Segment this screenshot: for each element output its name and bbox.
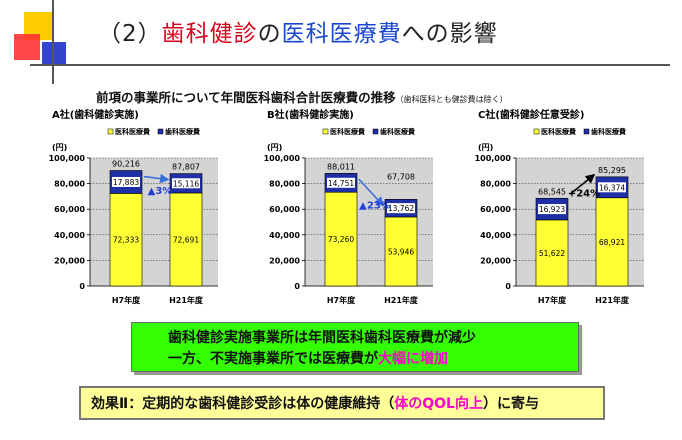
y-tick-label: 60,000 <box>269 205 300 214</box>
total-label-0: 68,545 <box>538 187 566 196</box>
y-axis-unit: (円) <box>52 143 67 152</box>
segment-label-medical-1: 68,921 <box>599 238 625 247</box>
x-tick-label-1: H21年度 <box>384 295 419 305</box>
legend-swatch-medical <box>107 128 114 135</box>
y-tick-label: 100,000 <box>475 154 512 163</box>
y-tick-label: 100,000 <box>264 154 301 163</box>
decor-square-blue <box>42 42 66 66</box>
segment-label-bg-0 <box>538 204 566 215</box>
legend-label-medical: 医科医療費 <box>115 127 150 136</box>
legend-swatch-medical <box>533 128 540 135</box>
segment-label-dental-0: 14,751 <box>328 179 354 188</box>
segment-label-bg-0 <box>327 177 355 188</box>
segment-label-dental-1: 13,762 <box>388 204 414 213</box>
segment-label-bg-0 <box>112 176 140 187</box>
chart-b-svg: B社(歯科健診実施) 医科医療費 歯科医療費 (円) 0 20,000 40,000 60,0… <box>264 108 433 305</box>
decor-vertical-line <box>52 0 54 84</box>
y-tick-label: 80,000 <box>54 180 85 189</box>
segment-label-bg-1 <box>387 203 415 214</box>
page-title: （2）歯科健診の医科医療費への影響 <box>98 21 498 47</box>
summary-box-green: 歯科健診実施事業所は年間医科歯科医療費が減少 一方、不実施事業所では医療費が大幅… <box>131 322 579 372</box>
segment-label-medical-1: 72,691 <box>173 235 199 244</box>
chart-title: B社(歯科健診実施) <box>267 108 354 121</box>
y-tick-label: 80,000 <box>269 180 300 189</box>
legend-label-dental: 歯科医療費 <box>165 127 200 136</box>
change-arrow <box>358 178 385 207</box>
effect-text: 効果Ⅱ：定期的な歯科健診受診は体の健康維持（体のQOL向上）に寄与 <box>91 396 539 412</box>
summary-line-1: 歯科健診実施事業所は年間医科歯科医療費が減少 <box>168 330 476 346</box>
segment-label-medical-0: 73,260 <box>328 235 354 244</box>
total-label-1: 85,295 <box>598 166 626 175</box>
chart-title: C社(歯科健診任意受診) <box>478 108 584 121</box>
segment-label-dental-0: 17,883 <box>113 178 139 187</box>
legend-label-medical: 医科医療費 <box>330 127 365 136</box>
x-tick-label-0: H7年度 <box>538 295 567 305</box>
summary-line-2: 一方、不実施事業所では医療費が大幅に増加 <box>168 351 448 367</box>
x-tick-label-0: H7年度 <box>112 295 141 305</box>
y-tick-label: 20,000 <box>269 256 300 265</box>
legend-label-medical: 医科医療費 <box>541 127 576 136</box>
change-arrow <box>569 173 596 195</box>
legend-swatch-dental <box>372 128 379 135</box>
legend-label-dental: 歯科医療費 <box>591 127 626 136</box>
chart-b: B社(歯科健診実施) 医科医療費 歯科医療費 (円) 0 20,000 40,000 60,0… <box>264 108 450 306</box>
y-tick-label: 60,000 <box>54 205 85 214</box>
change-label: +24% <box>568 189 600 200</box>
segment-label-bg-1 <box>172 178 200 189</box>
x-tick-label-1: H21年度 <box>169 295 204 305</box>
bar-medical-1 <box>169 192 203 287</box>
legend-swatch-dental <box>583 128 590 135</box>
y-tick-label: 20,000 <box>480 256 511 265</box>
segment-label-dental-1: 15,116 <box>173 179 199 188</box>
y-tick-label: 0 <box>79 282 85 291</box>
chart-title: A社(歯科健診実施) <box>52 108 139 121</box>
decor-horizontal-line <box>30 64 670 66</box>
legend-label-dental: 歯科医療費 <box>380 127 415 136</box>
change-arrow <box>143 173 170 184</box>
bar-medical-1 <box>595 197 629 287</box>
segment-label-dental-0: 16,923 <box>539 205 565 214</box>
y-axis-unit: (円) <box>267 143 282 152</box>
segment-label-dental-1: 16,374 <box>599 183 625 192</box>
total-label-1: 87,807 <box>172 163 200 172</box>
effect-box-yellow: 効果Ⅱ：定期的な歯科健診受診は体の健康維持（体のQOL向上）に寄与 <box>79 386 605 420</box>
y-tick-label: 0 <box>505 282 511 291</box>
x-tick-label-1: H21年度 <box>595 295 630 305</box>
y-tick-label: 60,000 <box>480 205 511 214</box>
change-label: ▲23% <box>359 200 391 211</box>
y-tick-label: 40,000 <box>480 231 511 240</box>
bar-medical-0 <box>324 191 358 287</box>
y-tick-label: 80,000 <box>480 180 511 189</box>
x-tick-label-0: H7年度 <box>327 295 356 305</box>
decor-square-red <box>14 34 40 60</box>
chart-c: C社(歯科健診任意受診) 医科医療費 歯科医療費 (円) 0 20,000 40,000 60… <box>475 108 661 306</box>
chart-c-svg: C社(歯科健診任意受診) 医科医療費 歯科医療費 (円) 0 20,000 40,000 60… <box>475 108 644 305</box>
y-axis-unit: (円) <box>478 143 493 152</box>
segment-label-bg-1 <box>598 182 626 193</box>
bar-medical-1 <box>384 216 418 287</box>
change-label: ▲3% <box>148 186 173 197</box>
chart-subtitle: 前項の事業所について年間医科歯科合計医療費の推移（歯科医科とも健診費は除く） <box>96 90 508 105</box>
y-tick-label: 0 <box>294 282 300 291</box>
legend-swatch-dental <box>157 128 164 135</box>
segment-label-medical-0: 72,333 <box>113 236 139 245</box>
legend-swatch-medical <box>322 128 329 135</box>
y-tick-label: 100,000 <box>49 154 86 163</box>
y-tick-label: 40,000 <box>54 231 85 240</box>
chart-a: A社(歯科健診実施) 医科医療費 歯科医療費 (円) 0 20,000 40,000 60,0… <box>49 108 235 306</box>
segment-label-medical-0: 51,622 <box>539 249 565 258</box>
y-tick-label: 20,000 <box>54 256 85 265</box>
chart-a-svg: A社(歯科健診実施) 医科医療費 歯科医療費 (円) 0 20,000 40,000 60,0… <box>49 108 218 305</box>
total-label-0: 88,011 <box>327 162 355 171</box>
y-tick-label: 40,000 <box>269 231 300 240</box>
bar-medical-0 <box>535 219 569 287</box>
total-label-1: 67,708 <box>387 172 415 181</box>
segment-label-medical-1: 53,946 <box>388 247 414 256</box>
total-label-0: 90,216 <box>112 160 140 169</box>
